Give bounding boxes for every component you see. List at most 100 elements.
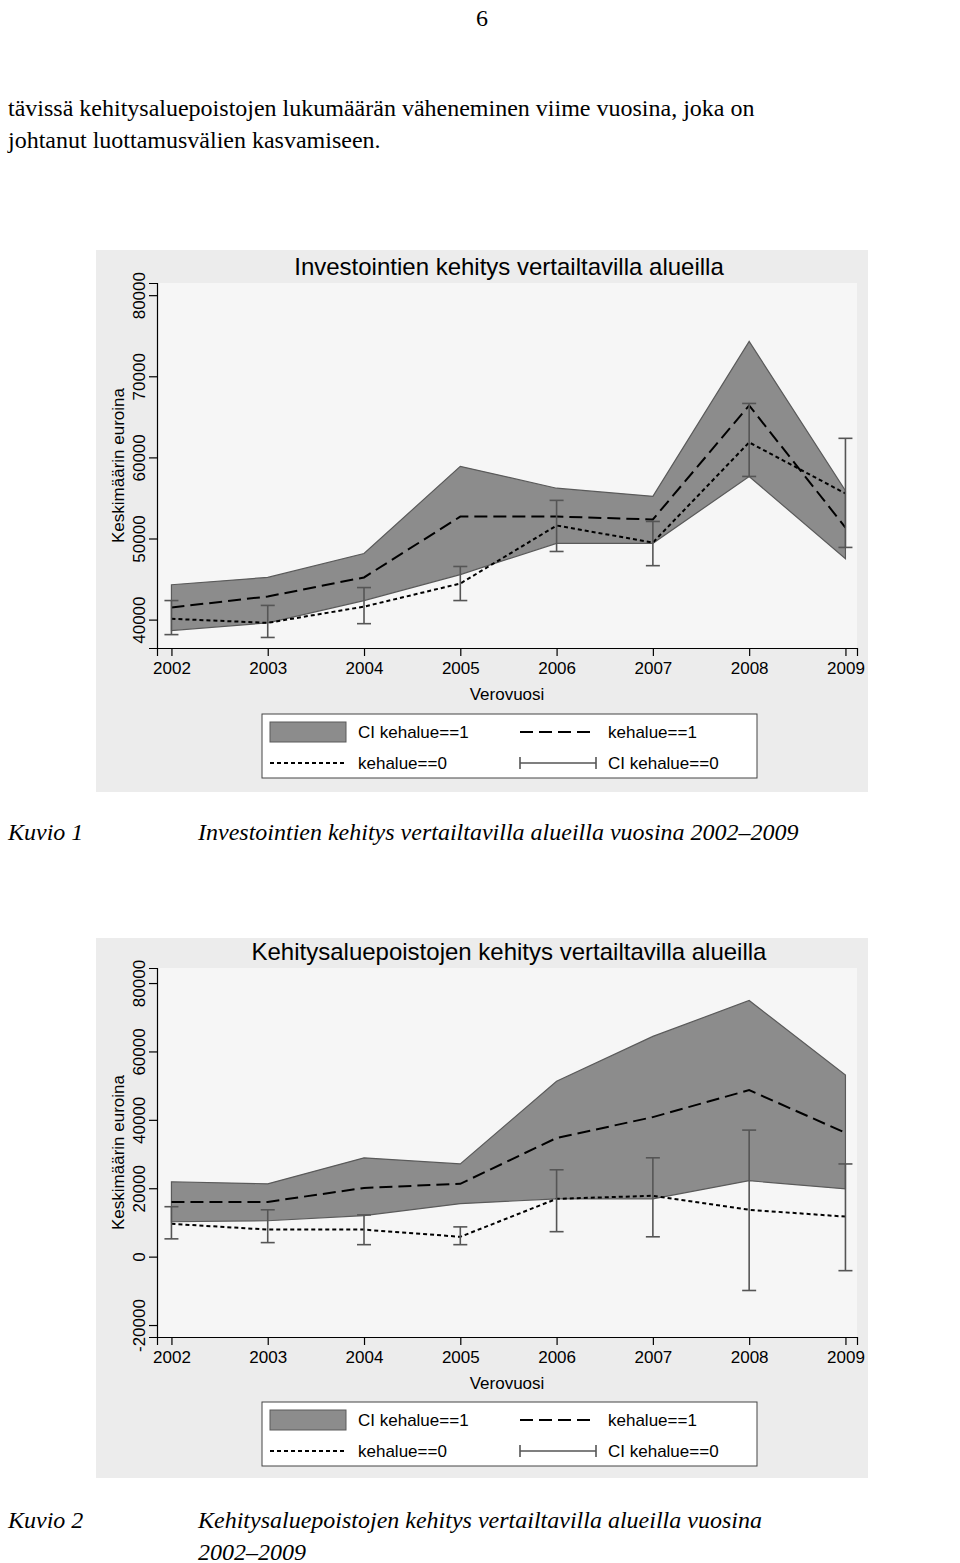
tick: 60000 <box>130 1028 157 1075</box>
series-line <box>171 405 845 607</box>
tick: 2007 <box>634 648 672 678</box>
error-bar-cap <box>838 1270 852 1272</box>
paragraph-line: johtanut luottamusvälien kasvamiseen. <box>7 127 381 153</box>
error-bar <box>453 1227 467 1245</box>
tick-mark <box>845 648 846 656</box>
tick-mark <box>364 1337 365 1345</box>
figure-caption: 2002–2009 <box>198 1539 306 1563</box>
x-axis-title: Verovuosi <box>470 1374 545 1393</box>
x-axis: 20022003200420052006200720082009 <box>153 648 865 678</box>
error-bar-cap <box>646 565 660 567</box>
legend-swatch-line <box>520 762 596 764</box>
error-bar-cap <box>550 1231 564 1233</box>
error-bar-stem <box>460 566 462 600</box>
legend-swatch <box>270 722 346 742</box>
x-axis: 20022003200420052006200720082009 <box>153 1337 865 1367</box>
figure-label: Kuvio 1 <box>7 819 83 845</box>
ci-band <box>171 1000 845 1221</box>
tick-label: 50000 <box>130 515 149 562</box>
error-bar-cap <box>838 1163 852 1165</box>
tick-mark <box>653 648 654 656</box>
legend-label: kehalue==1 <box>608 723 697 742</box>
tick-mark <box>171 648 172 656</box>
legend-swatch <box>520 1445 596 1457</box>
error-bar-stem <box>363 1215 365 1245</box>
error-bar-cap <box>550 1169 564 1171</box>
tick-label: 70000 <box>130 353 149 400</box>
error-bar-cap <box>357 587 371 589</box>
tick-mark <box>749 1337 750 1345</box>
tick-label: 80000 <box>130 272 149 319</box>
error-bar-stem <box>171 601 173 635</box>
page-number: 6 <box>476 5 488 31</box>
tick: 40000 <box>130 1097 157 1144</box>
series-line <box>171 442 845 622</box>
x-axis-title: Verovuosi <box>470 685 545 704</box>
error-bar-cap <box>164 1238 178 1240</box>
error-bar-stem <box>652 521 654 565</box>
error-bar <box>453 566 467 600</box>
tick-mark <box>149 538 157 539</box>
tick-label: 2003 <box>249 659 287 678</box>
tick-mark <box>460 1337 461 1345</box>
tick: 50000 <box>130 515 157 562</box>
tick: 2008 <box>731 648 769 678</box>
error-bar <box>646 1158 660 1237</box>
chart-background <box>96 250 868 792</box>
error-bar <box>742 403 756 476</box>
axis-line <box>158 649 858 657</box>
error-bar-cap <box>550 551 564 553</box>
chart-title: Investointien kehitys vertailtavilla alu… <box>294 253 724 280</box>
tick: 70000 <box>130 353 157 400</box>
tick-mark <box>149 983 157 984</box>
error-bar-stem <box>556 500 558 551</box>
tick-mark <box>149 1051 157 1052</box>
tick: 2006 <box>538 1337 576 1367</box>
legend-label: CI kehalue==1 <box>358 1411 469 1430</box>
legend-label: CI kehalue==1 <box>358 723 469 742</box>
tick: 2007 <box>634 1337 672 1367</box>
error-bar-cap <box>164 1206 178 1208</box>
tick-label: 2007 <box>634 1348 672 1367</box>
error-bar-stem <box>267 1210 269 1243</box>
y-axis-title: Keskimäärin euroina <box>109 387 128 543</box>
plot-marks <box>164 341 852 637</box>
error-bar-cap <box>742 1129 756 1131</box>
tick-label: 2005 <box>442 659 480 678</box>
tick-label: 2009 <box>827 1348 865 1367</box>
legend: CI kehalue==1kehalue==1kehalue==0CI keha… <box>262 714 757 778</box>
tick-label: 60000 <box>130 1028 149 1075</box>
figure-caption: Kehitysaluepoistojen kehitys vertailtavi… <box>197 1507 762 1533</box>
error-bar-cap <box>261 1209 275 1211</box>
y-axis: -20000020000400006000080000 <box>130 960 158 1352</box>
y-axis-title: Keskimäärin euroina <box>109 1074 128 1230</box>
ci-band <box>171 341 845 630</box>
tick-label: 80000 <box>130 960 149 1007</box>
tick-mark <box>556 648 557 656</box>
error-bar-cap <box>164 634 178 636</box>
tick: 2004 <box>346 648 384 678</box>
legend-swatch-cap <box>519 1445 521 1457</box>
tick-mark <box>149 1257 157 1258</box>
legend: CI kehalue==1kehalue==1kehalue==0CI keha… <box>262 1402 757 1466</box>
axis-line <box>149 284 158 649</box>
error-bar-cap <box>646 1236 660 1238</box>
legend-swatch-cap <box>595 757 597 769</box>
tick-label: 2004 <box>346 659 384 678</box>
plot-background <box>157 968 857 1337</box>
error-bar-stem <box>845 438 847 547</box>
legend-swatch <box>520 731 596 733</box>
error-bar-cap <box>742 1290 756 1292</box>
tick-mark <box>149 1325 157 1326</box>
chart-title: Kehitysaluepoistojen kehitys vertailtavi… <box>252 938 768 965</box>
tick-label: 20000 <box>130 1165 149 1212</box>
tick-label: 2006 <box>538 1348 576 1367</box>
tick-mark <box>364 648 365 656</box>
tick: 2009 <box>827 1337 865 1367</box>
legend-swatch <box>270 1410 346 1430</box>
tick-mark <box>268 648 269 656</box>
tick-label: 2008 <box>731 659 769 678</box>
tick-mark <box>653 1337 654 1345</box>
tick: 0 <box>130 1252 157 1261</box>
tick-label: 40000 <box>130 596 149 643</box>
